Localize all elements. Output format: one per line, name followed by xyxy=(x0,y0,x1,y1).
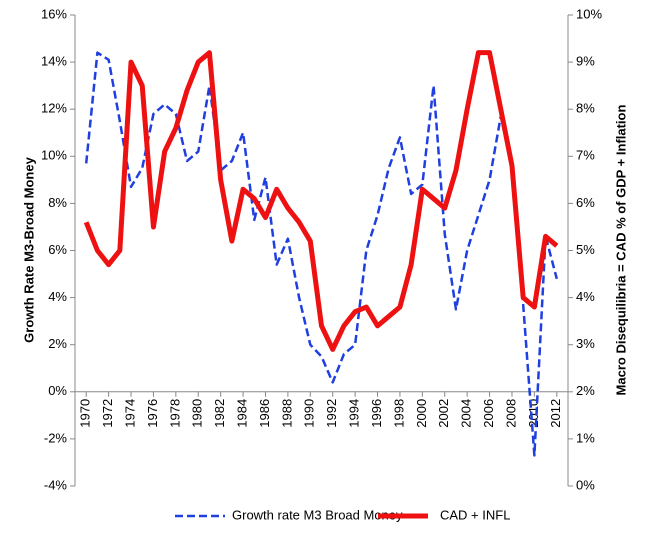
x-tick-label: 1996 xyxy=(369,399,384,428)
x-tick-label: 2006 xyxy=(481,399,496,428)
y2-axis-label: Macro Disequilibria = CAD % of GDP + Inf… xyxy=(613,105,628,396)
x-tick-label: 2004 xyxy=(459,399,474,428)
x-tick-label: 2008 xyxy=(503,399,518,428)
y-tick-label: 6% xyxy=(48,242,67,257)
y-tick-label: -2% xyxy=(44,430,68,445)
x-tick-label: 1986 xyxy=(257,399,272,428)
y2-tick-label: 5% xyxy=(576,242,595,257)
y-tick-label: 16% xyxy=(41,6,67,21)
series-line xyxy=(83,50,559,352)
y-tick-label: 4% xyxy=(48,289,67,304)
y2-tick-label: 6% xyxy=(576,195,595,210)
x-tick-label: 1984 xyxy=(235,399,250,428)
x-tick-label: 1974 xyxy=(122,399,137,428)
y-tick-label: 10% xyxy=(41,148,67,163)
y2-tick-label: 10% xyxy=(576,6,602,21)
x-tick-label: 2000 xyxy=(414,399,429,428)
y2-tick-label: 4% xyxy=(576,289,595,304)
y-tick-label: 12% xyxy=(41,101,67,116)
x-tick-label: 1972 xyxy=(100,399,115,428)
y2-tick-label: 8% xyxy=(576,101,595,116)
y2-tick-label: 1% xyxy=(576,430,595,445)
y2-tick-label: 9% xyxy=(576,54,595,69)
x-tick-label: 1988 xyxy=(279,399,294,428)
y-tick-label: 8% xyxy=(48,195,67,210)
x-tick-label: 1992 xyxy=(324,399,339,428)
x-tick-label: 1980 xyxy=(190,399,205,428)
series-line xyxy=(84,51,559,457)
y2-tick-label: 7% xyxy=(576,148,595,163)
y-tick-label: 14% xyxy=(41,54,67,69)
x-tick-label: 2002 xyxy=(436,399,451,428)
y2-tick-label: 2% xyxy=(576,383,595,398)
x-tick-label: 1970 xyxy=(78,399,93,428)
x-tick-label: 1990 xyxy=(302,399,317,428)
x-tick-label: 2010 xyxy=(526,399,541,428)
x-tick-label: 1976 xyxy=(145,399,160,428)
x-tick-label: 1998 xyxy=(391,399,406,428)
x-tick-label: 1982 xyxy=(212,399,227,428)
y-axis-label: Growth Rate M3-Broad Money xyxy=(21,156,36,342)
y-tick-label: 2% xyxy=(48,336,67,351)
y2-tick-label: 3% xyxy=(576,336,595,351)
x-tick-label: 1978 xyxy=(167,399,182,428)
x-tick-label: 1994 xyxy=(347,399,362,428)
y-tick-label: -4% xyxy=(44,477,68,492)
legend-label: CAD + INFL xyxy=(440,507,510,522)
legend-label: Growth rate M3 Broad Money xyxy=(232,507,403,522)
y-tick-label: 0% xyxy=(48,383,67,398)
x-tick-label: 2012 xyxy=(548,399,563,428)
y2-tick-label: 0% xyxy=(576,477,595,492)
